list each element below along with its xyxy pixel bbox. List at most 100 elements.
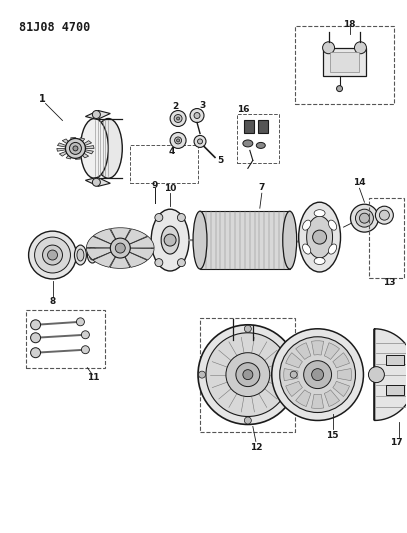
- Polygon shape: [333, 381, 350, 397]
- Text: 3: 3: [199, 101, 205, 110]
- Polygon shape: [93, 252, 117, 267]
- Circle shape: [170, 110, 186, 126]
- Polygon shape: [85, 177, 110, 186]
- Circle shape: [155, 259, 163, 266]
- Ellipse shape: [243, 140, 253, 147]
- Ellipse shape: [355, 209, 373, 227]
- Circle shape: [164, 234, 176, 246]
- Polygon shape: [66, 152, 73, 159]
- Ellipse shape: [359, 213, 370, 223]
- Polygon shape: [57, 143, 68, 147]
- Bar: [370, 198, 404, 278]
- Circle shape: [92, 110, 101, 118]
- Circle shape: [81, 346, 90, 354]
- Circle shape: [206, 333, 290, 416]
- Circle shape: [31, 333, 41, 343]
- Circle shape: [244, 325, 252, 332]
- Circle shape: [244, 417, 252, 424]
- Text: 6: 6: [361, 213, 368, 222]
- Text: 11: 11: [87, 373, 100, 382]
- Circle shape: [337, 86, 343, 92]
- Bar: [130, 146, 198, 183]
- Circle shape: [110, 238, 130, 258]
- Circle shape: [368, 367, 384, 383]
- Circle shape: [312, 369, 324, 381]
- Polygon shape: [124, 229, 148, 245]
- Ellipse shape: [379, 210, 389, 220]
- Ellipse shape: [256, 142, 265, 148]
- Text: 13: 13: [383, 278, 396, 287]
- Text: 81J08 4700: 81J08 4700: [19, 21, 90, 34]
- Ellipse shape: [88, 247, 97, 263]
- Text: 4: 4: [169, 147, 175, 156]
- Ellipse shape: [90, 250, 95, 260]
- Ellipse shape: [193, 211, 207, 269]
- Text: 18: 18: [343, 20, 356, 29]
- Polygon shape: [86, 236, 112, 248]
- Circle shape: [92, 179, 101, 186]
- Bar: [323, 48, 366, 76]
- Text: 8: 8: [49, 297, 56, 306]
- Polygon shape: [337, 368, 351, 381]
- Polygon shape: [123, 252, 147, 268]
- Circle shape: [190, 109, 204, 123]
- Polygon shape: [62, 139, 72, 146]
- Circle shape: [177, 139, 179, 142]
- Polygon shape: [128, 248, 154, 260]
- Ellipse shape: [350, 204, 379, 232]
- Bar: [244, 119, 254, 133]
- Ellipse shape: [94, 118, 122, 179]
- Circle shape: [115, 243, 125, 253]
- Polygon shape: [85, 110, 110, 119]
- Ellipse shape: [161, 226, 179, 254]
- Text: 12: 12: [249, 443, 262, 452]
- Polygon shape: [129, 237, 154, 248]
- Circle shape: [197, 139, 203, 144]
- Circle shape: [198, 325, 298, 424]
- Text: 7: 7: [258, 183, 265, 192]
- Bar: [237, 114, 279, 163]
- Text: 9: 9: [152, 181, 158, 190]
- Polygon shape: [296, 390, 311, 407]
- Polygon shape: [110, 254, 130, 268]
- Bar: [330, 52, 359, 71]
- Text: 10: 10: [164, 184, 176, 193]
- Polygon shape: [86, 248, 112, 260]
- Polygon shape: [83, 146, 94, 148]
- Text: 5: 5: [217, 156, 223, 165]
- Ellipse shape: [74, 245, 86, 265]
- Polygon shape: [311, 394, 324, 408]
- Circle shape: [177, 214, 185, 222]
- Ellipse shape: [81, 118, 108, 179]
- Bar: [200, 211, 290, 269]
- Circle shape: [236, 362, 260, 386]
- Ellipse shape: [299, 202, 341, 272]
- Circle shape: [280, 337, 355, 413]
- Bar: [258, 119, 268, 133]
- Text: 16: 16: [236, 105, 249, 114]
- Ellipse shape: [151, 209, 189, 271]
- Polygon shape: [77, 138, 85, 145]
- Circle shape: [35, 237, 70, 273]
- Bar: [200, 318, 295, 432]
- Ellipse shape: [314, 257, 325, 264]
- Polygon shape: [93, 229, 117, 245]
- Ellipse shape: [314, 209, 325, 217]
- Ellipse shape: [328, 220, 337, 230]
- Bar: [26, 310, 105, 368]
- Circle shape: [73, 146, 78, 151]
- Circle shape: [272, 329, 363, 421]
- Circle shape: [174, 115, 182, 123]
- Polygon shape: [324, 390, 339, 407]
- Circle shape: [175, 137, 182, 144]
- Circle shape: [304, 361, 332, 389]
- Ellipse shape: [302, 244, 311, 254]
- Bar: [386, 385, 404, 394]
- Polygon shape: [71, 138, 75, 144]
- Circle shape: [313, 230, 326, 244]
- Circle shape: [199, 371, 206, 378]
- Circle shape: [43, 245, 63, 265]
- Circle shape: [28, 231, 77, 279]
- Circle shape: [194, 135, 206, 148]
- Polygon shape: [57, 148, 68, 151]
